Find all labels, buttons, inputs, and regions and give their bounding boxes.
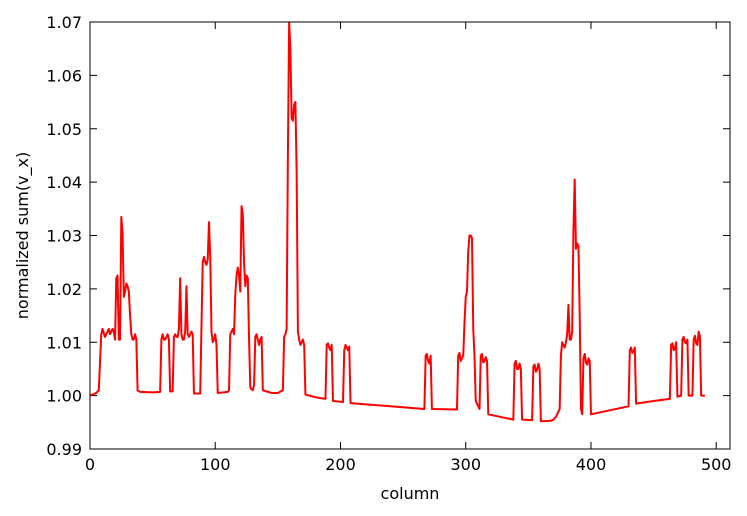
- y-tick-label: 1.06: [46, 66, 82, 85]
- axis-tick-labels: 0 100 200 300 400 500 0.99 1.00 1.01 1.02 1.03 1.04…: [46, 13, 731, 474]
- x-tick-label: 300: [450, 455, 481, 474]
- x-tick-label: 400: [576, 455, 607, 474]
- y-tick-label: 1.01: [46, 333, 82, 352]
- series-layer: [90, 22, 705, 423]
- x-tick-label: 500: [701, 455, 732, 474]
- y-tick-label: 1.07: [46, 13, 82, 32]
- y-tick-label: 1.04: [46, 173, 82, 192]
- y-axis-label: normalized sum(v_x): [13, 152, 33, 319]
- x-tick-label: 200: [325, 455, 356, 474]
- y-tick-label: 1.03: [46, 227, 82, 246]
- series-line-0: [90, 22, 705, 423]
- y-tick-label: 1.05: [46, 120, 82, 139]
- y-tick-label: 1.00: [46, 387, 82, 406]
- x-tick-label: 100: [200, 455, 231, 474]
- y-tick-label: 0.99: [46, 440, 82, 459]
- plot-frame: [89, 21, 731, 450]
- x-tick-label: 0: [85, 455, 95, 474]
- x-axis-label: column: [381, 484, 440, 503]
- y-tick-label: 1.02: [46, 280, 82, 299]
